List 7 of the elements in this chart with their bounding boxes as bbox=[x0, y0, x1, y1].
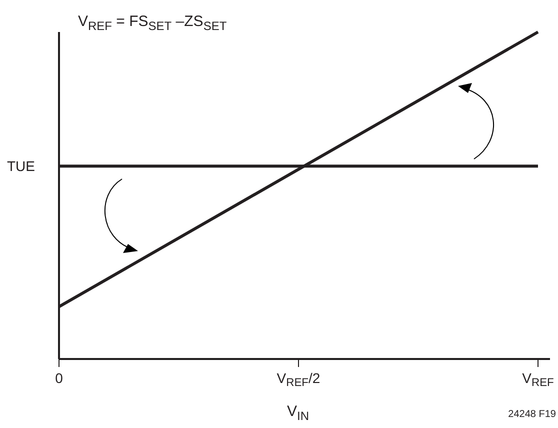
x-tick-label: V$_{REF}$ bbox=[522, 370, 554, 390]
series-label: TUE bbox=[7, 158, 35, 174]
x-tick-label: V$_{REF}$/2 bbox=[276, 370, 320, 390]
annotation: V$_{REF}$ = FS$_{SET}$ –ZS$_{SET}$ bbox=[78, 13, 227, 33]
x-axis-title: V$_{IN}$ bbox=[286, 403, 309, 423]
x-tick-label: 0 bbox=[55, 370, 64, 386]
text: 24248 F19 bbox=[508, 409, 556, 420]
